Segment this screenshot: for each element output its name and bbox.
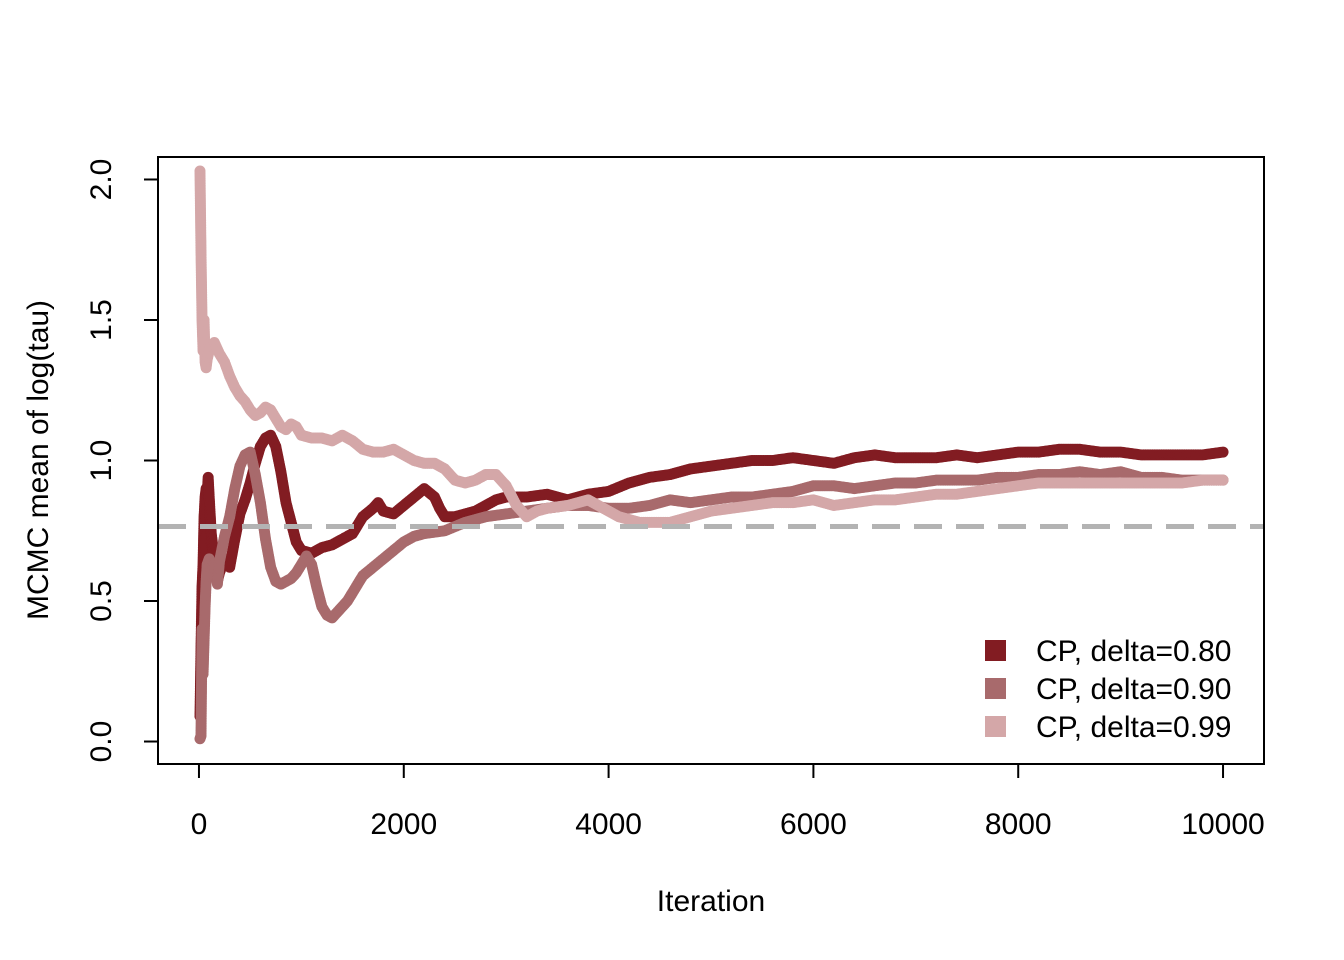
- legend-label: CP, delta=0.90: [1036, 673, 1231, 706]
- legend-label: CP, delta=0.80: [1036, 635, 1231, 668]
- series-layer: [194, 165, 1229, 745]
- series-3: [194, 165, 1229, 528]
- series-1-point: [1217, 446, 1229, 458]
- y-tick-label: 0.5: [85, 580, 118, 622]
- x-tick-label: 6000: [780, 808, 847, 841]
- y-tick-label: 2.0: [85, 159, 118, 201]
- y-axis-title: MCMC mean of log(tau): [22, 300, 55, 620]
- legend-swatch: [985, 640, 1006, 661]
- legend-swatch: [985, 716, 1006, 737]
- x-tick-label: 8000: [985, 808, 1052, 841]
- series-2: [194, 446, 1229, 745]
- y-tick-label: 0.0: [85, 721, 118, 763]
- legend-label: CP, delta=0.99: [1036, 711, 1231, 744]
- x-tick-label: 2000: [370, 808, 437, 841]
- y-tick-label: 1.5: [85, 299, 118, 341]
- x-axis: 0 2000 4000 6000 8000 10000: [191, 763, 1265, 841]
- x-tick-label: 4000: [575, 808, 642, 841]
- series-3-point: [1217, 474, 1229, 486]
- legend-swatch: [985, 678, 1006, 699]
- legend: CP, delta=0.80 CP, delta=0.90 CP, delta=0.…: [985, 635, 1231, 744]
- x-axis-title: Iteration: [657, 885, 765, 918]
- y-tick-label: 1.0: [85, 440, 118, 482]
- y-axis: 0.0 0.5 1.0 1.5 2.0: [85, 159, 159, 763]
- x-tick-label: 10000: [1181, 808, 1264, 841]
- x-tick-label: 0: [191, 808, 208, 841]
